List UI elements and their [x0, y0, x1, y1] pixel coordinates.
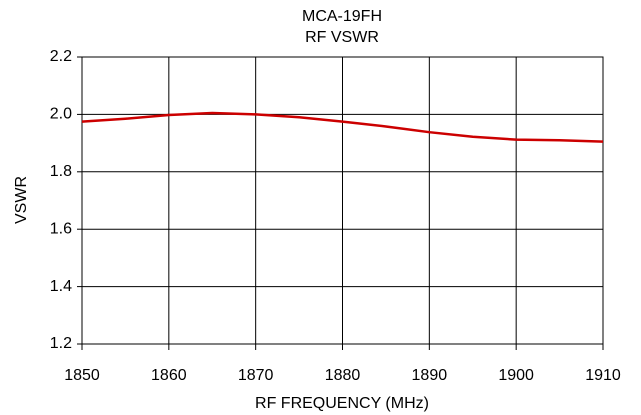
- y-tick-label: 1.2: [50, 335, 72, 352]
- y-axis-label: VSWR: [13, 176, 30, 224]
- x-tick-label: 1890: [412, 367, 448, 384]
- y-tick-label: 2.0: [50, 106, 72, 123]
- y-tick-label: 1.6: [50, 220, 72, 237]
- x-tick-label: 1850: [64, 367, 100, 384]
- x-tick-label: 1910: [585, 367, 621, 384]
- chart-title: MCA-19FH: [302, 8, 382, 25]
- x-tick-label: 1900: [498, 367, 534, 384]
- x-axis-label: RF FREQUENCY (MHz): [255, 395, 429, 412]
- y-tick-label: 2.2: [50, 48, 72, 65]
- y-tick-label: 1.4: [50, 278, 72, 295]
- chart-subtitle: RF VSWR: [305, 29, 379, 46]
- x-tick-label: 1870: [238, 367, 274, 384]
- data-line: [81, 111, 604, 143]
- x-tick-label: 1880: [325, 367, 361, 384]
- y-tick-label: 1.8: [50, 163, 72, 180]
- x-tick-label: 1860: [151, 367, 187, 384]
